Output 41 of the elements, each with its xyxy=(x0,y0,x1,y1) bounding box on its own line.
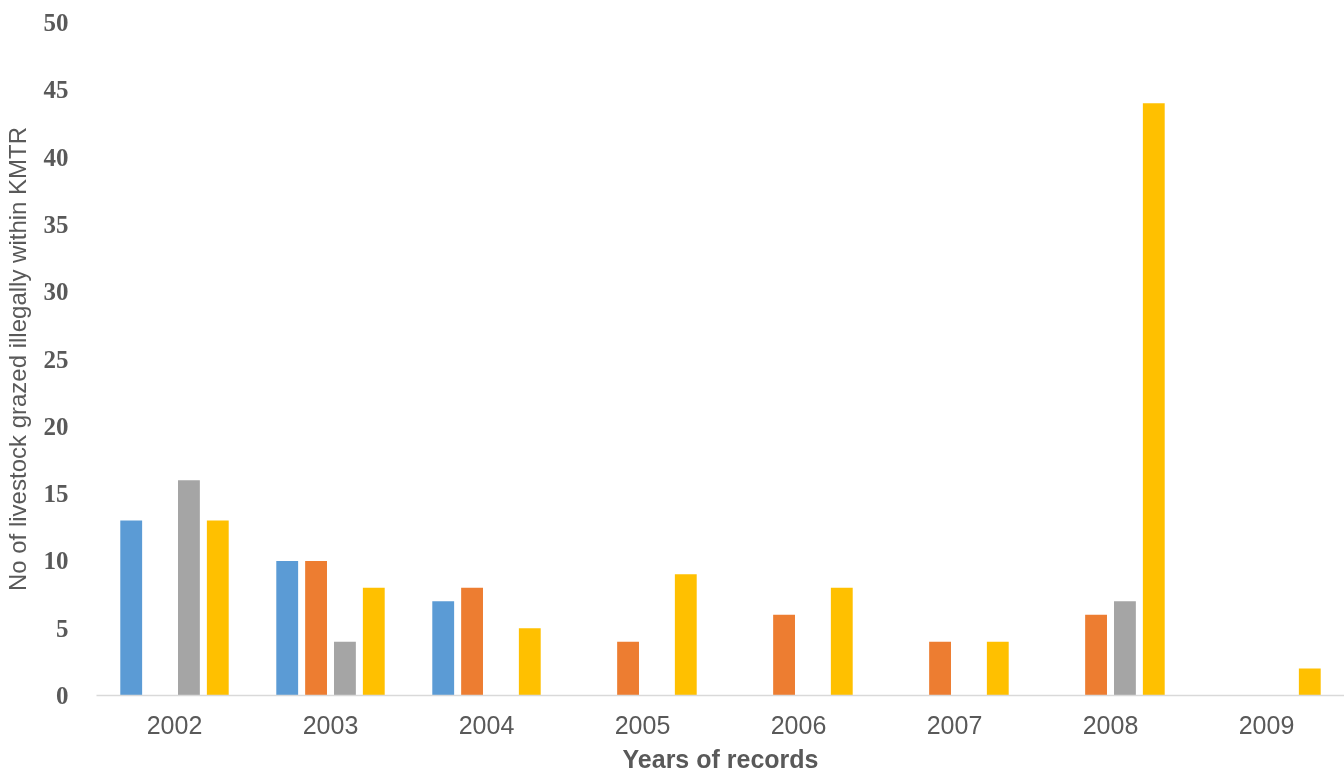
y-axis-title: No of livestock grazed illegally within KMTR xyxy=(3,126,31,592)
bar xyxy=(986,641,1009,696)
y-tick-label: 5 xyxy=(56,614,69,642)
bar xyxy=(461,587,483,696)
y-tick-label: 15 xyxy=(43,480,69,508)
bar xyxy=(518,628,541,696)
bar xyxy=(830,587,853,696)
bar xyxy=(276,560,299,696)
y-tick-label: 10 xyxy=(43,547,69,575)
x-axis-title: Years of records xyxy=(622,744,819,773)
bar xyxy=(334,641,356,696)
bar xyxy=(674,574,697,696)
bar xyxy=(929,641,951,696)
y-tick-label: 35 xyxy=(43,210,69,238)
y-tick-label: 40 xyxy=(43,143,69,171)
bar xyxy=(617,641,639,696)
bar xyxy=(120,520,143,696)
x-tick-label: 2007 xyxy=(926,710,983,739)
y-tick-label: 25 xyxy=(43,345,69,373)
bar xyxy=(1142,103,1165,696)
bar xyxy=(1114,601,1136,696)
y-tick-label: 30 xyxy=(43,278,69,306)
x-tick-label: 2009 xyxy=(1238,710,1295,739)
x-tick-label: 2006 xyxy=(770,710,827,739)
x-tick-label: 2004 xyxy=(458,710,515,739)
y-tick-label: 50 xyxy=(43,9,69,36)
x-tick-label: 2003 xyxy=(302,710,359,739)
y-tick-label: 20 xyxy=(43,412,69,440)
x-tick-label: 2002 xyxy=(146,710,203,739)
bar xyxy=(305,560,327,696)
x-tick-label: 2008 xyxy=(1082,710,1139,739)
y-tick-label: 0 xyxy=(56,682,69,709)
bar xyxy=(773,614,795,696)
bar xyxy=(206,520,229,696)
bar xyxy=(1298,668,1321,696)
x-tick-label: 2005 xyxy=(614,710,671,739)
bar xyxy=(1085,614,1107,696)
y-tick-label: 45 xyxy=(43,76,69,104)
bar xyxy=(362,587,385,696)
bar xyxy=(178,480,200,696)
bar xyxy=(432,601,455,696)
